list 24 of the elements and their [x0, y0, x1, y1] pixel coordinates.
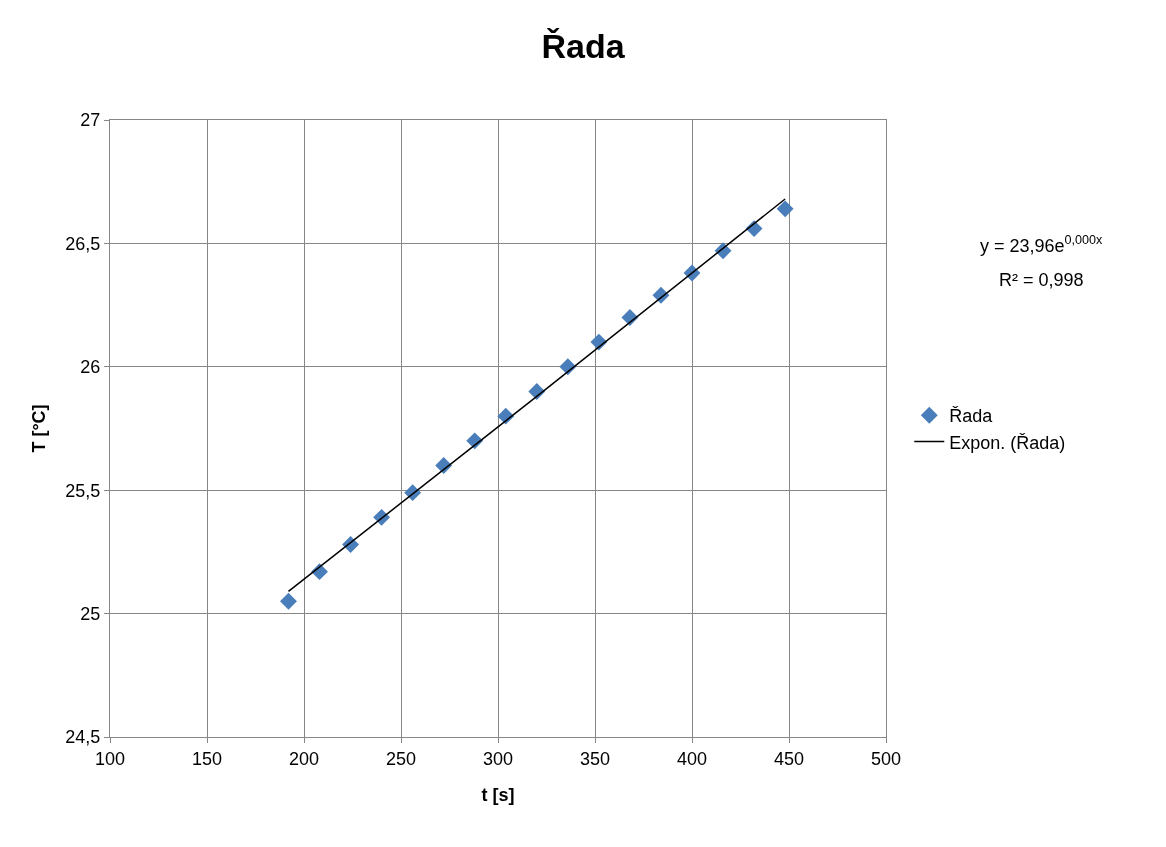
- x-axis-title: t [s]: [481, 784, 515, 805]
- y-tick-label: 26,5: [65, 233, 101, 254]
- point: [776, 200, 794, 218]
- x-tick-label: 150: [191, 748, 223, 769]
- text: R² = 0,998: [999, 270, 1084, 290]
- legend-label: Řada: [949, 406, 994, 427]
- y-tick-label: 26: [80, 357, 101, 378]
- y-tick-label: 25,5: [65, 480, 101, 501]
- x-tick-label: 400: [676, 748, 708, 769]
- x-tick-label: 300: [482, 748, 514, 769]
- x-tick-label: 200: [288, 748, 320, 769]
- chart-title: Řada: [541, 26, 626, 65]
- y-tick-label: 24,5: [65, 727, 101, 748]
- x-tick-label: 450: [773, 748, 805, 769]
- text: y = 23,96e$^{0,000x}$: [980, 233, 1104, 256]
- x-tick-label: 350: [579, 748, 611, 769]
- point: [280, 592, 297, 610]
- legend-label: Expon. (Řada): [949, 432, 1066, 453]
- x-tick-label: 250: [385, 748, 417, 769]
- x-tick-label: 100: [94, 748, 126, 769]
- x-tick-label: 500: [870, 748, 902, 769]
- y-tick-label: 25: [80, 603, 101, 624]
- y-axis-title: T [°C]: [28, 404, 49, 453]
- y-tick-label: 27: [80, 110, 101, 131]
